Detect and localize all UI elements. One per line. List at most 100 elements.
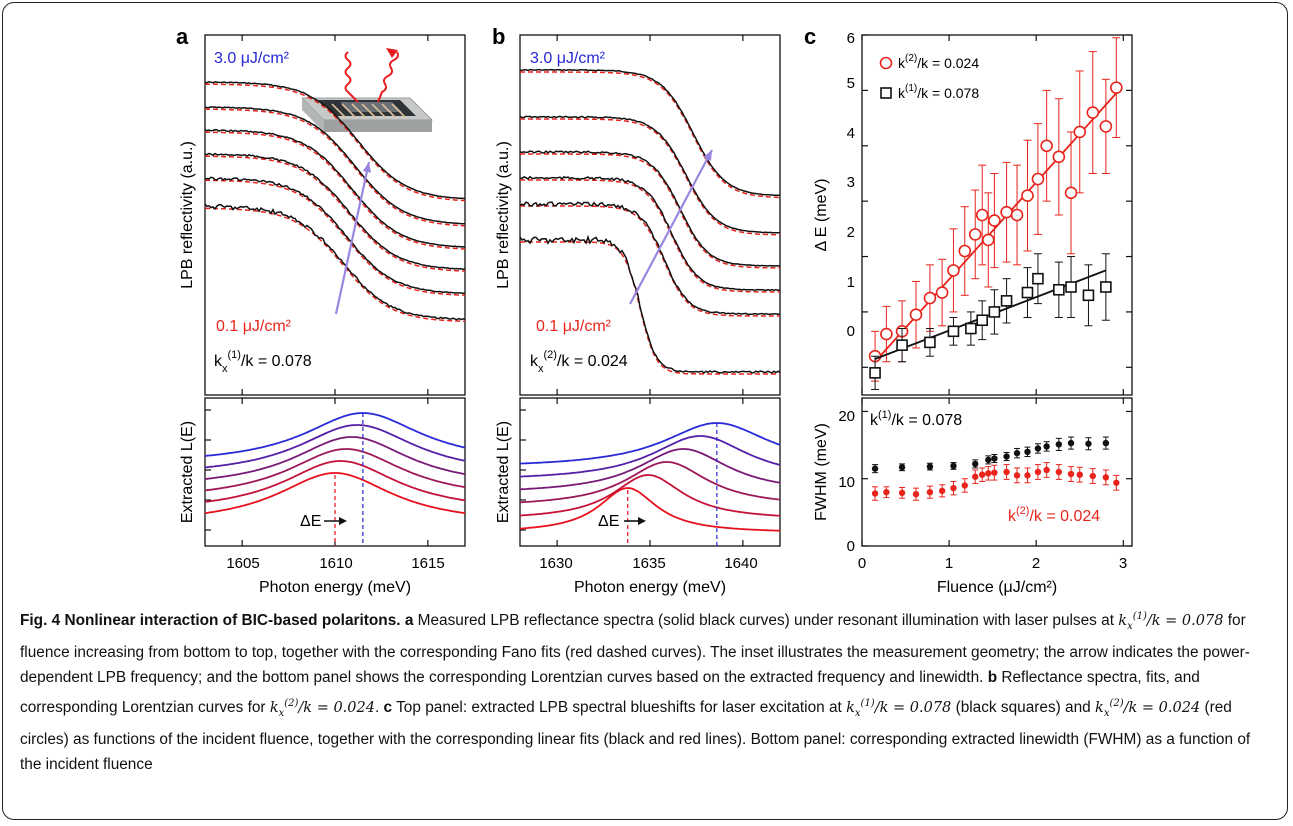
lorentzian-curve bbox=[519, 422, 781, 465]
fwhm-data-point bbox=[961, 482, 968, 489]
caption-text-a2: for fluence increasing from bottom to to… bbox=[20, 611, 1250, 687]
panel-b-fano-fit bbox=[520, 118, 781, 236]
panel-c-xtick: 1 bbox=[945, 555, 953, 572]
panel-a-fluence-high: 3.0 μJ/cm² bbox=[214, 50, 290, 67]
data-point-square bbox=[924, 336, 936, 349]
legend-black-label: k(1)/k = 0.078 bbox=[898, 83, 979, 101]
panel-c-xlabel: Fluence (μJ/cm²) bbox=[937, 579, 1057, 596]
fwhm-data-point bbox=[1085, 440, 1092, 447]
fwhm-data-point bbox=[926, 488, 934, 496]
data-point-circle bbox=[988, 214, 1001, 227]
caption-text-c1: Top panel: extracted LPB spectral bluesh… bbox=[396, 698, 842, 716]
caption-math-k2b: kx(2)/k = 0.024 bbox=[1095, 698, 1201, 719]
panel-b-xtick: 1640 bbox=[724, 555, 757, 572]
data-point-square bbox=[947, 325, 960, 338]
data-point-circle bbox=[1073, 125, 1087, 139]
caption-label-a: a bbox=[404, 611, 414, 629]
panel-a-measured-spectrum bbox=[204, 128, 466, 248]
data-point-square bbox=[965, 322, 977, 335]
panel-b-measured-spectrum bbox=[519, 234, 781, 374]
fwhm-data-point bbox=[1024, 472, 1031, 479]
fwhm-data-point bbox=[1076, 471, 1083, 478]
lorentzian-curve bbox=[204, 412, 466, 457]
panel-c-xtick: 2 bbox=[1032, 555, 1040, 572]
legend-red-label: k(2)/k = 0.024 bbox=[898, 53, 979, 71]
fwhm-data-point bbox=[912, 491, 920, 498]
data-point-square bbox=[1000, 295, 1013, 307]
fwhm-data-point bbox=[898, 489, 906, 497]
panel-a-ylabel-top: LPB reflectivity (a.u.) bbox=[179, 141, 196, 289]
panel-c-xtick: 3 bbox=[1119, 555, 1127, 572]
panel-a-fano-fit bbox=[205, 108, 466, 227]
panel-a-fano-fit bbox=[205, 131, 465, 250]
panel-a-xtick: 1615 bbox=[411, 555, 444, 572]
data-point-circle bbox=[1021, 189, 1034, 202]
panel-b-ylabel-bottom: Extracted L(E) bbox=[495, 421, 512, 523]
lorentzian-curve bbox=[204, 460, 466, 503]
fwhm-data-point bbox=[985, 470, 992, 477]
lorentzian-curve bbox=[519, 435, 781, 478]
panel-c-top-axes bbox=[861, 34, 1133, 396]
data-point-circle bbox=[1110, 81, 1123, 94]
fwhm-data-point bbox=[1055, 468, 1063, 476]
fwhm-data-point bbox=[1043, 466, 1050, 474]
data-point-circle bbox=[958, 244, 972, 258]
panel-c-ytick-top: 6 bbox=[847, 30, 855, 47]
fwhm-data-point bbox=[978, 471, 986, 478]
panel-b-measured-spectrum bbox=[520, 68, 781, 197]
plot-layer bbox=[204, 34, 1132, 547]
panel-c-ytick-bottom: 0 bbox=[847, 538, 855, 555]
fwhm-data-point bbox=[1034, 468, 1042, 476]
panel-b-frequency-arrow bbox=[629, 149, 713, 305]
data-point-square bbox=[988, 306, 1001, 318]
figure-canvas: a b c LPB reflectivity (a.u.) Extracted … bbox=[176, 24, 1133, 596]
data-point-square bbox=[1032, 272, 1044, 285]
panel-b-measured-spectrum bbox=[519, 115, 781, 234]
panel-b-k-label: kx(2)/k = 0.024 bbox=[530, 349, 628, 375]
panel-b-xtick: 1635 bbox=[632, 555, 665, 572]
panel-c-ytick-top: 2 bbox=[847, 224, 855, 241]
panel-a-fano-fit bbox=[205, 155, 466, 272]
panel-c-ytick-top: 1 bbox=[847, 274, 855, 291]
panel-c-ytick-top: 0 bbox=[847, 323, 855, 340]
panel-a-fano-fit bbox=[204, 179, 466, 296]
fwhm-data-point bbox=[1089, 472, 1097, 480]
delta-arrow-b-head bbox=[638, 517, 646, 525]
fwhm-data-point bbox=[1067, 439, 1075, 447]
fwhm-data-point bbox=[950, 462, 957, 470]
panel-c-bottom-black-label: k(1)/k = 0.078 bbox=[870, 409, 962, 429]
panel-b-fluence-high: 3.0 μJ/cm² bbox=[530, 50, 606, 67]
lorentzian-curve bbox=[519, 487, 781, 532]
caption-math-k1: kx(1)/k = 0.078 bbox=[1118, 611, 1224, 632]
panel-label-b: b bbox=[492, 24, 505, 49]
panel-b-fano-fit bbox=[520, 241, 780, 375]
panel-a-xtick: 1610 bbox=[319, 555, 352, 572]
panel-a-measured-spectrum bbox=[205, 81, 466, 200]
panel-a-ylabel-bottom: Extracted L(E) bbox=[179, 421, 196, 523]
fwhm-data-point bbox=[991, 469, 998, 476]
panel-a-measured-spectrum bbox=[204, 203, 466, 321]
measurement-geometry-inset bbox=[301, 48, 433, 132]
panel-b-xtick: 1630 bbox=[539, 555, 572, 572]
panel-a-fluence-low: 0.1 μJ/cm² bbox=[216, 318, 292, 335]
panel-b-ylabel-top: LPB reflectivity (a.u.) bbox=[495, 141, 512, 289]
fwhm-data-point bbox=[1003, 453, 1010, 460]
panel-a-xlabel: Photon energy (meV) bbox=[259, 579, 411, 596]
panel-a-measured-spectrum bbox=[204, 106, 466, 225]
panel-a-frequency-arrow-head bbox=[362, 162, 372, 173]
panel-a-frequency-arrow bbox=[334, 161, 371, 315]
panel-b-delta-label: ΔE bbox=[598, 513, 619, 530]
data-point-circle bbox=[923, 291, 937, 305]
fwhm-data-point bbox=[972, 473, 979, 480]
panel-label-a: a bbox=[176, 24, 189, 49]
panel-label-c: c bbox=[804, 24, 816, 49]
fwhm-data-point bbox=[985, 456, 992, 464]
data-point-circle bbox=[1010, 208, 1024, 222]
fwhm-data-point bbox=[1055, 441, 1063, 448]
fwhm-data-point bbox=[938, 487, 946, 495]
fwhm-data-point bbox=[972, 460, 979, 468]
panel-c-ytick-top: 3 bbox=[847, 174, 855, 191]
panel-b-fano-fit bbox=[520, 71, 781, 199]
panel-a-top-axes bbox=[204, 34, 466, 396]
data-point-square bbox=[1053, 283, 1065, 296]
